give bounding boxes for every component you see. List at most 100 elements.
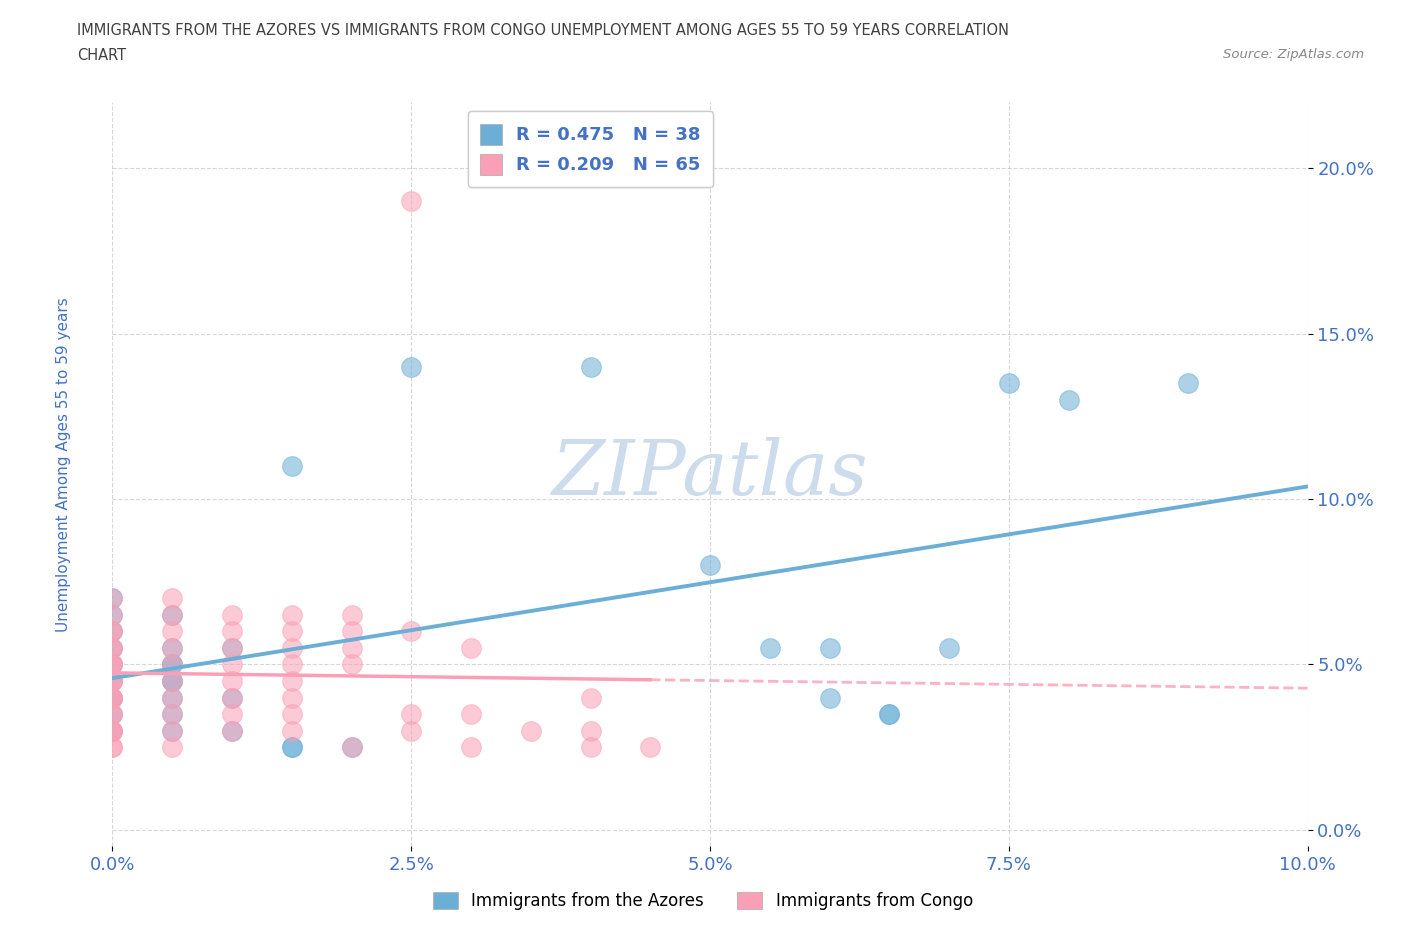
Point (281, 624, 304, 639)
Point (221, 724, 243, 738)
Point (281, 739, 304, 754)
Point (101, 739, 124, 754)
Point (101, 724, 124, 738)
Point (162, 707, 183, 722)
Point (1057, 392, 1080, 407)
Point (818, 690, 841, 705)
Point (579, 359, 602, 374)
Point (460, 707, 482, 722)
Point (101, 739, 124, 754)
Point (162, 641, 183, 656)
Point (101, 607, 124, 622)
Point (101, 724, 124, 738)
Point (340, 641, 363, 656)
Point (401, 724, 423, 738)
Point (281, 707, 304, 722)
Legend: R = 0.475   N = 38, R = 0.209   N = 65: R = 0.475 N = 38, R = 0.209 N = 65 (468, 112, 713, 187)
Point (221, 657, 243, 671)
Point (1177, 376, 1199, 391)
Point (101, 591, 124, 605)
Point (101, 690, 124, 705)
Point (162, 657, 183, 671)
Point (340, 739, 363, 754)
Point (340, 624, 363, 639)
Text: ZIPatlas: ZIPatlas (551, 437, 869, 512)
Point (281, 673, 304, 688)
Point (101, 724, 124, 738)
Point (101, 641, 124, 656)
Point (101, 591, 124, 605)
Point (101, 690, 124, 705)
Point (162, 641, 183, 656)
Point (101, 624, 124, 639)
Point (162, 690, 183, 705)
Point (281, 657, 304, 671)
Point (938, 641, 960, 656)
Point (101, 657, 124, 671)
Point (221, 607, 243, 622)
Point (340, 607, 363, 622)
Point (640, 739, 662, 754)
Text: Source: ZipAtlas.com: Source: ZipAtlas.com (1223, 48, 1364, 61)
Point (162, 624, 183, 639)
Point (162, 607, 183, 622)
Point (101, 624, 124, 639)
Point (101, 641, 124, 656)
Point (101, 673, 124, 688)
Point (520, 724, 543, 738)
Point (162, 724, 183, 738)
Point (401, 194, 423, 209)
Point (101, 673, 124, 688)
Point (281, 641, 304, 656)
Point (162, 690, 183, 705)
Point (162, 707, 183, 722)
Text: IMMIGRANTS FROM THE AZORES VS IMMIGRANTS FROM CONGO UNEMPLOYMENT AMONG AGES 55 T: IMMIGRANTS FROM THE AZORES VS IMMIGRANTS… (77, 23, 1010, 38)
Point (162, 607, 183, 622)
Point (221, 641, 243, 656)
Point (162, 673, 183, 688)
Point (101, 657, 124, 671)
Point (162, 724, 183, 738)
Point (699, 558, 721, 573)
Point (101, 690, 124, 705)
Text: CHART: CHART (77, 48, 127, 63)
Point (221, 624, 243, 639)
Point (281, 690, 304, 705)
Point (101, 624, 124, 639)
Point (162, 657, 183, 671)
Point (101, 657, 124, 671)
Point (101, 673, 124, 688)
Legend: Immigrants from the Azores, Immigrants from Congo: Immigrants from the Azores, Immigrants f… (426, 885, 980, 917)
Point (579, 724, 602, 738)
Point (221, 690, 243, 705)
Point (281, 607, 304, 622)
Point (101, 657, 124, 671)
Point (579, 739, 602, 754)
Point (101, 707, 124, 722)
Point (101, 607, 124, 622)
Point (221, 673, 243, 688)
Text: Unemployment Among Ages 55 to 59 years: Unemployment Among Ages 55 to 59 years (56, 298, 70, 632)
Point (101, 641, 124, 656)
Point (101, 690, 124, 705)
Point (460, 739, 482, 754)
Point (460, 641, 482, 656)
Point (221, 724, 243, 738)
Point (281, 458, 304, 473)
Point (101, 707, 124, 722)
Point (281, 739, 304, 754)
Point (879, 707, 901, 722)
Point (401, 359, 423, 374)
Point (879, 707, 901, 722)
Point (281, 724, 304, 738)
Point (818, 641, 841, 656)
Point (101, 690, 124, 705)
Point (162, 657, 183, 671)
Point (401, 707, 423, 722)
Point (340, 739, 363, 754)
Point (401, 624, 423, 639)
Point (162, 591, 183, 605)
Point (340, 657, 363, 671)
Point (101, 673, 124, 688)
Point (221, 707, 243, 722)
